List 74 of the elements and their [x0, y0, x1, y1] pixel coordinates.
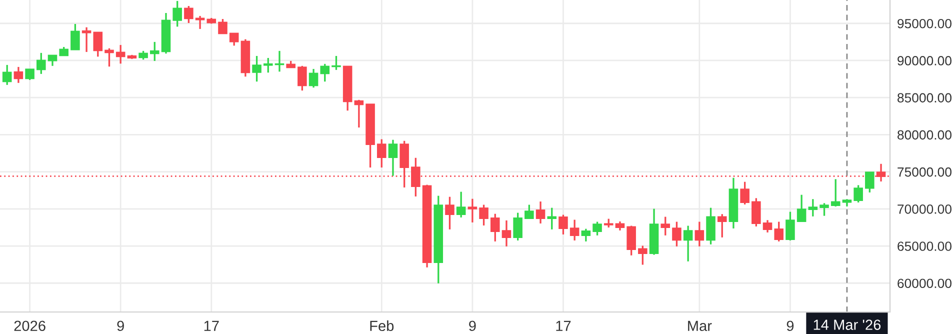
candlestick: [104, 47, 114, 68]
x-tick-label: 2026: [14, 320, 46, 332]
candlestick: [298, 65, 307, 92]
candlestick: [172, 0, 182, 28]
candlestick: [683, 224, 693, 262]
candlestick: [513, 212, 522, 242]
candlestick: [82, 26, 92, 53]
x-tick-label: 17: [204, 320, 219, 331]
candlestick: [626, 224, 636, 256]
candlestick: [752, 197, 761, 228]
candlestick: [740, 180, 750, 206]
candlestick: [218, 18, 228, 34]
candlestick: [490, 212, 500, 242]
candlestick: [479, 204, 488, 226]
candlestick: [376, 138, 386, 168]
candlestick: [660, 216, 670, 236]
candlestick: [717, 213, 727, 238]
candlestick: [536, 200, 546, 224]
candlestick: [184, 5, 194, 24]
candlestick: [808, 198, 818, 218]
y-tick-label: 65000.00: [898, 242, 952, 251]
candlestick: [796, 194, 806, 222]
candlestick: [229, 32, 239, 46]
x-tick-label: 9: [117, 320, 124, 332]
candlestick: [388, 138, 398, 177]
candlestick: [445, 196, 454, 230]
x-tick-label: Feb: [370, 320, 394, 332]
candlestick: [592, 220, 602, 236]
candlestick: [25, 68, 34, 81]
candlestick: [774, 220, 784, 242]
candlestick: [36, 52, 46, 75]
candlestick: [2, 64, 12, 86]
candlestick: [786, 210, 795, 242]
candlestick: [252, 55, 262, 82]
candlestick: [638, 244, 648, 266]
candlestick: [694, 220, 704, 248]
y-tick-label: 60000.00: [898, 278, 952, 288]
y-tick-label: 90000.00: [898, 56, 952, 66]
candlestick: [830, 178, 840, 208]
candlestick: [547, 206, 557, 230]
ref-line-label: 14 Mar '26: [814, 320, 881, 330]
candlestick: [150, 41, 160, 62]
candlestick: [332, 55, 341, 71]
y-tick-label: 95000.00: [898, 18, 952, 28]
candlestick: [263, 57, 273, 74]
candlestick: [14, 66, 24, 84]
candlestick: [558, 214, 568, 236]
x-tick-label: 17: [556, 320, 571, 331]
candlestick: [865, 171, 874, 194]
candlestick: [570, 218, 580, 242]
y-tick-label: 70000.00: [898, 204, 952, 214]
candlestick: [854, 184, 863, 204]
x-tick-label: Mar: [688, 320, 712, 332]
candlestick: [70, 23, 80, 50]
candlestick: [706, 206, 716, 246]
candlestick: [116, 44, 126, 64]
candlestick: [48, 54, 58, 67]
candlestick: [93, 31, 103, 58]
candlestick: [320, 63, 330, 82]
x-tick-label: 9: [469, 320, 476, 332]
candlestick: [502, 220, 512, 248]
x-tick-label: 9: [786, 320, 794, 332]
candlestick: [308, 68, 318, 88]
y-tick-label: 80000.00: [898, 130, 952, 140]
candlestick: [456, 190, 466, 218]
y-tick-label: 85000.00: [898, 93, 952, 103]
candlestick: [581, 228, 591, 242]
y-tick-label: 75000.00: [898, 167, 952, 177]
candlestick: [524, 204, 534, 220]
candlestick: [672, 220, 682, 248]
candlestick: [820, 202, 829, 217]
candlestick: [468, 198, 478, 224]
candlestick: [762, 219, 772, 234]
candlestick: [354, 99, 364, 128]
